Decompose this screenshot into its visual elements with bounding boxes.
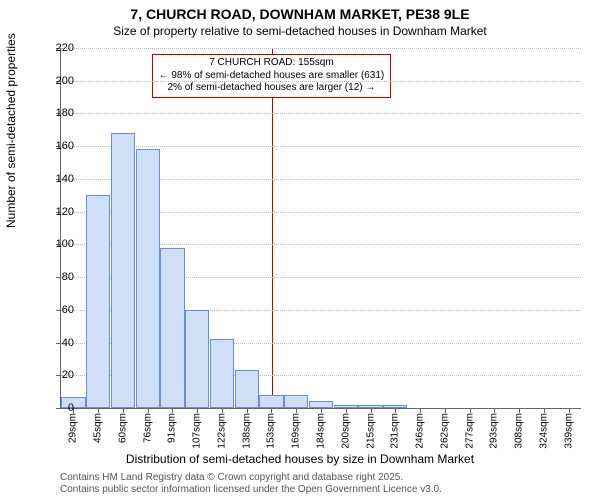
ytick-label: 60: [34, 304, 74, 316]
x-axis-label: Distribution of semi-detached houses by …: [0, 452, 600, 466]
ytick-label: 20: [34, 369, 74, 381]
xtick-label: 107sqm: [192, 413, 203, 449]
footer-line-2: Contains public sector information licen…: [60, 484, 580, 495]
xtick-label: 308sqm: [514, 413, 525, 449]
gridline: [61, 146, 581, 147]
marker-callout: 7 CHURCH ROAD: 155sqm ← 98% of semi-deta…: [152, 54, 392, 98]
xtick-label: 45sqm: [93, 413, 104, 443]
histogram-bar: [210, 339, 234, 408]
chart-title: 7, CHURCH ROAD, DOWNHAM MARKET, PE38 9LE: [0, 6, 600, 22]
ytick-label: 200: [34, 75, 74, 87]
histogram-bar: [259, 395, 283, 408]
xtick-label: 184sqm: [316, 413, 327, 449]
callout-line-3: 2% of semi-detached houses are larger (1…: [159, 82, 385, 95]
histogram-bar: [111, 133, 135, 408]
chart-subtitle: Size of property relative to semi-detach…: [0, 24, 600, 38]
xtick-label: 231sqm: [390, 413, 401, 449]
xtick-label: 200sqm: [340, 413, 351, 449]
histogram-bar: [235, 370, 259, 408]
marker-vertical-line: [272, 48, 273, 408]
ytick-label: 220: [34, 42, 74, 54]
xtick-label: 76sqm: [142, 413, 153, 443]
histogram-bar: [160, 248, 184, 408]
xtick-label: 91sqm: [167, 413, 178, 443]
xtick-label: 215sqm: [365, 413, 376, 449]
ytick-label: 40: [34, 337, 74, 349]
ytick-label: 100: [34, 238, 74, 250]
xtick-label: 138sqm: [241, 413, 252, 449]
xtick-label: 153sqm: [266, 413, 277, 449]
gridline: [61, 81, 581, 82]
histogram-bar: [284, 395, 308, 408]
ytick-label: 80: [34, 271, 74, 283]
histogram-bar: [86, 195, 110, 408]
xtick-label: 246sqm: [415, 413, 426, 449]
histogram-bar: [185, 310, 209, 408]
xtick-label: 122sqm: [216, 413, 227, 449]
xtick-label: 29sqm: [68, 413, 79, 443]
gridline: [61, 48, 581, 49]
histogram-bar: [136, 149, 160, 408]
callout-line-1: 7 CHURCH ROAD: 155sqm: [159, 57, 385, 70]
xtick-label: 293sqm: [489, 413, 500, 449]
gridline: [61, 113, 581, 114]
xtick-label: 339sqm: [563, 413, 574, 449]
footer-line-1: Contains HM Land Registry data © Crown c…: [60, 472, 580, 483]
y-axis-label: Number of semi-detached properties: [4, 33, 18, 228]
ytick-label: 140: [34, 173, 74, 185]
ytick-label: 160: [34, 140, 74, 152]
ytick-label: 180: [34, 107, 74, 119]
xtick-label: 277sqm: [464, 413, 475, 449]
ytick-label: 120: [34, 206, 74, 218]
xtick-label: 262sqm: [439, 413, 450, 449]
xtick-label: 324sqm: [538, 413, 549, 449]
ytick-label: 0: [34, 402, 74, 414]
xtick-label: 169sqm: [291, 413, 302, 449]
chart-container: 7, CHURCH ROAD, DOWNHAM MARKET, PE38 9LE…: [0, 0, 600, 500]
xtick-label: 60sqm: [117, 413, 128, 443]
plot-area: 7 CHURCH ROAD: 155sqm ← 98% of semi-deta…: [60, 48, 581, 409]
